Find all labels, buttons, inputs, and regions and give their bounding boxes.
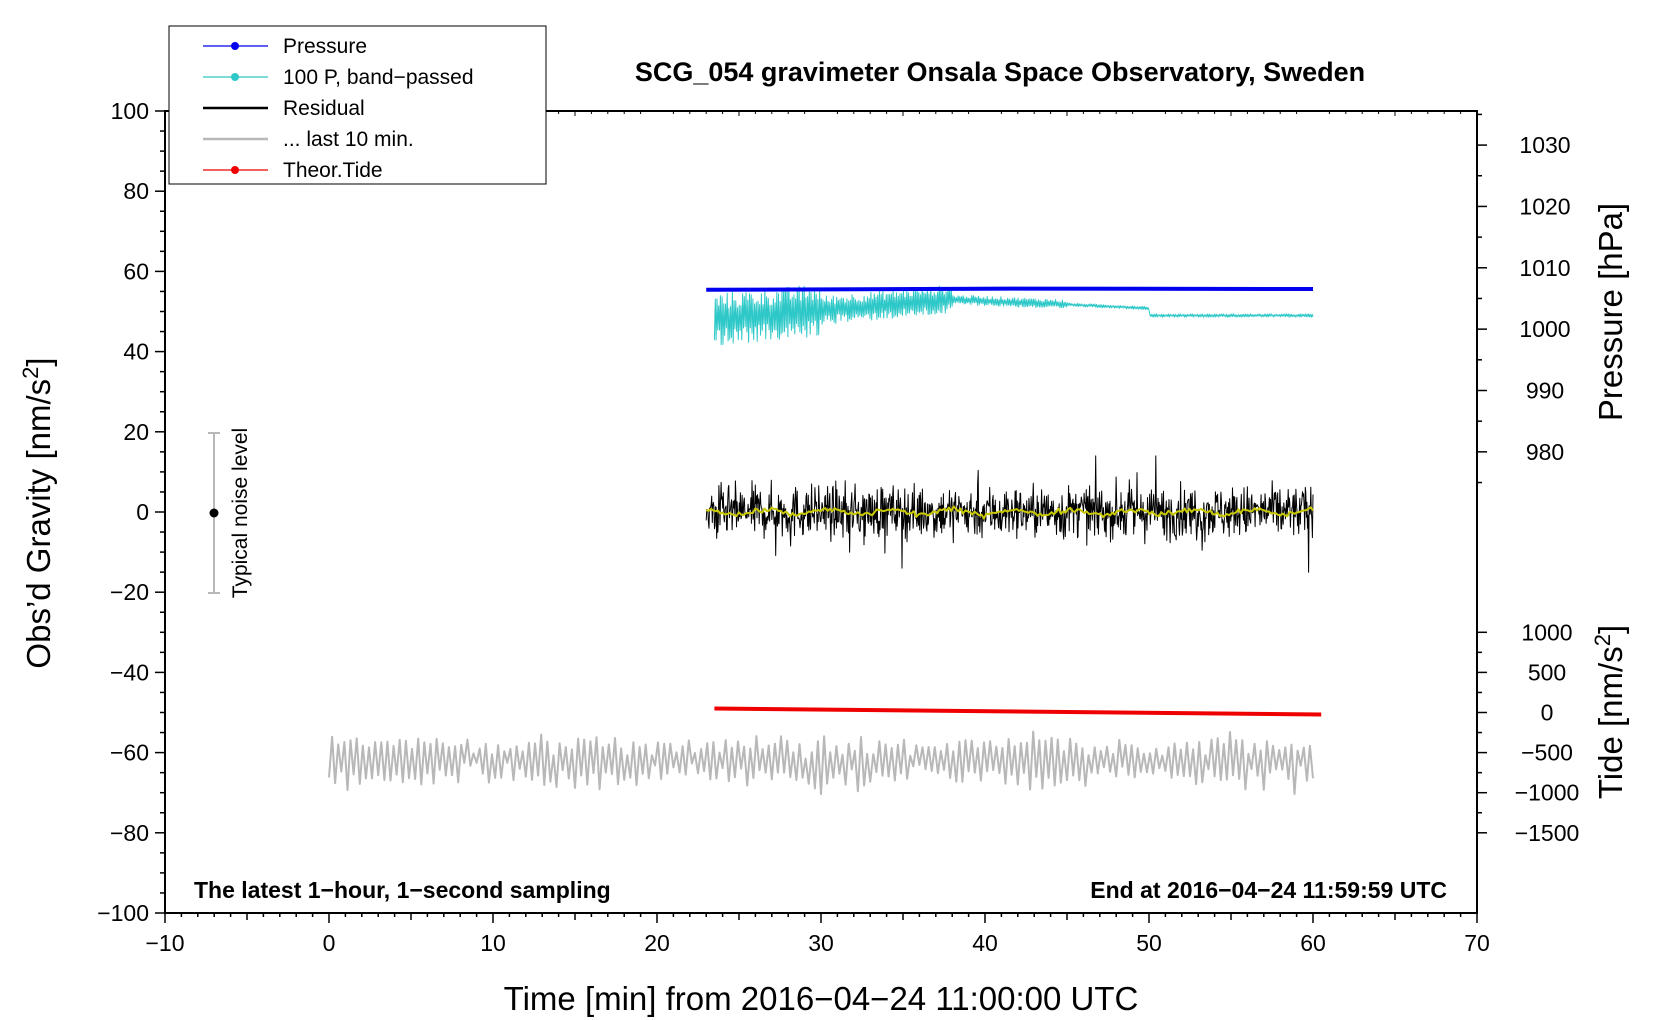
x-tick-label: 10 <box>480 930 506 956</box>
noise-indicator: Typical noise level <box>208 428 252 598</box>
x-tick-label: 40 <box>972 930 998 956</box>
legend-label: Residual <box>283 97 365 120</box>
right-note: End at 2016−04−24 11:59:59 UTC <box>1090 877 1447 903</box>
x-tick-label: 20 <box>644 930 670 956</box>
noise-center-dot <box>209 508 219 518</box>
pressure-tick-label: 1000 <box>1519 316 1570 342</box>
y-tick-label: −100 <box>97 900 149 926</box>
left-note: The latest 1−hour, 1−second sampling <box>194 877 611 903</box>
y-tick-label: −80 <box>110 820 149 846</box>
tide-tick-label: −500 <box>1521 740 1573 766</box>
legend: Pressure 100 P, band−passed Residual ... la… <box>168 25 547 185</box>
x-time-axis: −10 0 10 20 30 40 50 60 70 <box>145 111 1490 956</box>
legend-marker <box>231 42 239 50</box>
y-axis-label-left: Obs’d Gravity [nm/s2] <box>18 357 57 668</box>
pressure-tick-label: 990 <box>1526 377 1564 403</box>
pressure-tick-label: 1020 <box>1519 193 1570 219</box>
legend-label: Theor.Tide <box>283 159 383 182</box>
tide-tick-label: 500 <box>1528 659 1566 685</box>
trace-pressure <box>706 286 1314 292</box>
right-tide-axis: −1500 −1000 −500 0 500 1000 <box>1477 619 1579 846</box>
y-tick-label: 40 <box>123 339 149 365</box>
trace-last-10-min <box>328 730 1314 796</box>
y-tick-label: −60 <box>110 740 149 766</box>
chart-title: SCG_054 gravimeter Onsala Space Observat… <box>635 57 1365 87</box>
y-tick-label: 80 <box>123 178 149 204</box>
tide-tick-label: −1500 <box>1515 820 1580 846</box>
pressure-tick-label: 1030 <box>1519 132 1570 158</box>
legend-box <box>168 25 547 185</box>
tide-tick-label: 1000 <box>1521 619 1572 645</box>
legend-label: 100 P, band−passed <box>283 66 474 89</box>
legend-label: Pressure <box>283 35 367 58</box>
legend-label: ... last 10 min. <box>283 128 414 151</box>
y-tick-label: 60 <box>123 258 149 284</box>
y-axis-label-tide: Tide [nm/s2] <box>1590 625 1629 799</box>
y-tick-label: 100 <box>111 98 149 124</box>
pressure-tick-label: 980 <box>1526 439 1564 465</box>
right-pressure-axis: 980 990 1000 1010 1020 1030 <box>1476 111 1571 484</box>
legend-marker <box>231 166 239 174</box>
trace-theoretical-tide <box>714 706 1322 717</box>
x-tick-label: 50 <box>1136 930 1162 956</box>
tide-tick-label: −1000 <box>1515 780 1580 806</box>
x-tick-label: 60 <box>1300 930 1326 956</box>
y-tick-label: −40 <box>110 659 149 685</box>
data-traces <box>328 285 1322 796</box>
trace-band-passed-pressure <box>713 285 1314 346</box>
x-tick-label: 0 <box>323 930 336 956</box>
trace-residual-smoothed <box>705 505 1314 520</box>
x-tick-label: −10 <box>145 930 184 956</box>
trace-residual <box>705 455 1314 573</box>
y-axis-label-pressure: Pressure [hPa] <box>1592 203 1629 421</box>
pressure-tick-label: 1010 <box>1519 255 1570 281</box>
noise-indicator-label: Typical noise level <box>229 428 252 598</box>
x-tick-label: 70 <box>1464 930 1490 956</box>
y-tick-label: 20 <box>123 419 149 445</box>
y-tick-label: −20 <box>110 579 149 605</box>
x-tick-label: 30 <box>808 930 834 956</box>
x-axis-label: Time [min] from 2016−04−24 11:00:00 UTC <box>504 980 1139 1017</box>
y-tick-label: 0 <box>136 499 149 525</box>
legend-marker <box>231 73 239 81</box>
left-gravity-axis: −100 −80 −60 −40 −20 0 20 40 60 80 100 <box>97 98 165 926</box>
tide-tick-label: 0 <box>1541 700 1554 726</box>
